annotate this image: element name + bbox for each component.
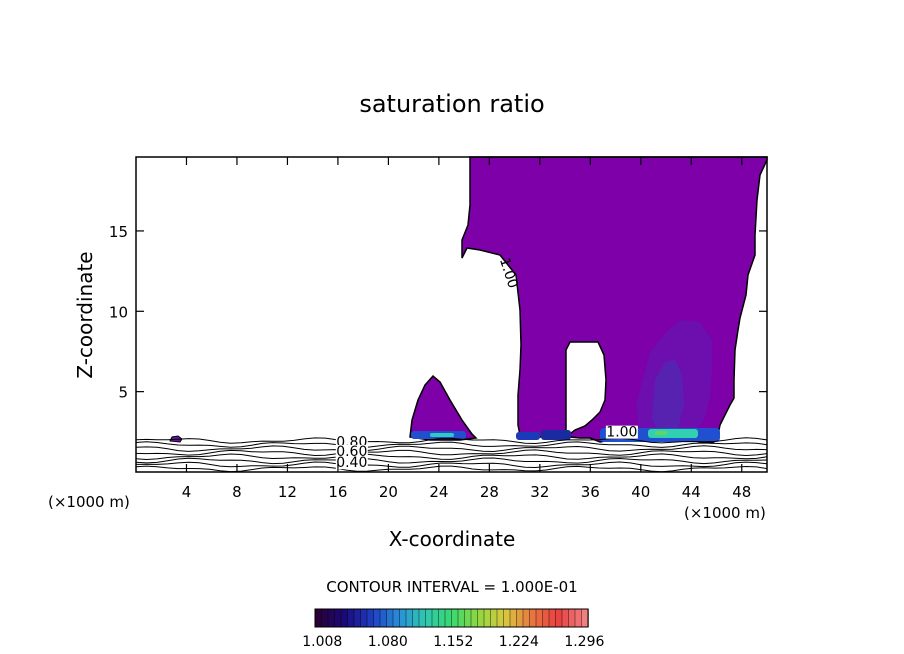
colorbar-cell-6 xyxy=(353,608,362,628)
subsaturated-contour-lines xyxy=(135,437,768,473)
clear-channel xyxy=(565,341,607,439)
colorbar-cell-7 xyxy=(360,608,368,628)
x-tick-label-4: 20 xyxy=(379,483,398,501)
x-tick-label-9: 40 xyxy=(631,483,650,501)
x-unit-right: (×1000 m) xyxy=(684,504,766,522)
x-tick-label-8: 36 xyxy=(581,483,600,501)
colorbar-frame xyxy=(314,608,589,628)
colorbar-cell-10 xyxy=(379,608,388,628)
colorbar-cell-30 xyxy=(509,608,518,628)
y-axis-label: Z-coordinate xyxy=(73,251,97,378)
contour-line-6 xyxy=(135,461,768,469)
colorbar-cell-22 xyxy=(457,608,466,628)
colorbar-cell-19 xyxy=(438,608,446,628)
y-tick-label-1: 10 xyxy=(109,303,128,321)
contour-label-bg-1 xyxy=(335,444,368,458)
colorbar-cell-23 xyxy=(464,608,472,628)
contour-label-bg-2 xyxy=(335,456,368,470)
contour-label-1: 0.60 xyxy=(336,444,367,460)
x-axis-ticks: 4 8 12 16 20 24 28 32 36 40 44 48 xyxy=(182,157,751,501)
y-axis-ticks: 5 10 15 xyxy=(109,223,767,402)
colorbar-cell-18 xyxy=(431,608,440,628)
x-tick-label-0: 4 xyxy=(182,483,192,501)
x-tick-label-10: 44 xyxy=(682,483,701,501)
colorbar-label-3: 1.224 xyxy=(499,634,539,650)
colorbar-cell-20 xyxy=(444,608,453,628)
band-mid-1 xyxy=(516,432,540,440)
colorbar-cell-9 xyxy=(373,608,381,628)
contour-line-4 xyxy=(135,453,768,461)
colorbar-cell-5 xyxy=(347,608,355,628)
colorbar-cell-17 xyxy=(425,608,433,628)
contour-label-2: 0.40 xyxy=(336,455,367,471)
colorbar-cell-27 xyxy=(490,608,498,628)
x-axis-label: X-coordinate xyxy=(389,527,516,551)
chart-title: saturation ratio xyxy=(359,90,544,118)
densest-core-fill xyxy=(652,360,684,432)
colorbar-cell-0 xyxy=(314,608,323,628)
x-tick-label-2: 12 xyxy=(278,483,297,501)
colorbar xyxy=(314,608,589,628)
x-unit-left: (×1000 m) xyxy=(48,493,130,511)
colorbar-cell-11 xyxy=(386,608,394,628)
colorbar-cell-32 xyxy=(522,608,531,628)
band-right-green xyxy=(655,431,667,435)
colorbar-cell-4 xyxy=(340,608,349,628)
colorbar-cell-28 xyxy=(496,608,505,628)
colorbar-cell-37 xyxy=(555,608,563,628)
colorbar-cell-21 xyxy=(451,608,459,628)
colorbar-cell-25 xyxy=(477,608,485,628)
x-tick-label-3: 16 xyxy=(328,483,347,501)
colorbar-cell-41 xyxy=(581,608,589,628)
colorbar-cell-29 xyxy=(503,608,511,628)
contour-interval-text: CONTOUR INTERVAL = 1.000E-01 xyxy=(326,578,577,596)
colorbar-label-2: 1.152 xyxy=(433,634,473,650)
colorbar-cell-39 xyxy=(568,608,576,628)
contour-label-bg-4 xyxy=(605,425,638,439)
contour-line-5 xyxy=(135,457,768,465)
colorbar-cell-3 xyxy=(334,608,342,628)
y-tick-label-2: 15 xyxy=(109,223,128,241)
x-tick-label-7: 32 xyxy=(530,483,549,501)
x-tick-label-1: 8 xyxy=(232,483,242,501)
colorbar-cell-14 xyxy=(405,608,414,628)
colorbar-label-0: 1.008 xyxy=(302,634,342,650)
colorbar-cell-2 xyxy=(327,608,336,628)
contour-line-2 xyxy=(135,445,768,453)
x-tick-label-5: 24 xyxy=(429,483,448,501)
contour-line-0 xyxy=(135,437,768,445)
main-plume-fill xyxy=(461,156,768,444)
x-tick-label-6: 28 xyxy=(480,483,499,501)
colorbar-cell-15 xyxy=(412,608,420,628)
colorbar-cell-24 xyxy=(470,608,479,628)
saturation-fill-regions xyxy=(169,156,768,444)
plot-frame xyxy=(135,156,768,473)
mound-fill xyxy=(409,374,478,441)
band-mid-2 xyxy=(541,430,571,440)
colorbar-cell-1 xyxy=(321,608,329,628)
colorbar-cell-31 xyxy=(516,608,524,628)
contour-line-1 xyxy=(135,441,768,448)
colorbar-cell-13 xyxy=(399,608,407,628)
x-tick-label-11: 48 xyxy=(732,483,751,501)
contour-line-3 xyxy=(135,449,768,457)
colorbar-cell-8 xyxy=(366,608,375,628)
colorbar-label-4: 1.296 xyxy=(564,634,604,650)
y-tick-label-0: 5 xyxy=(118,384,128,402)
colorbar-cell-38 xyxy=(561,608,570,628)
colorbar-cell-40 xyxy=(574,608,583,628)
colorbar-tick-labels: 1.008 1.080 1.152 1.224 1.296 xyxy=(302,634,604,650)
colorbar-label-1: 1.080 xyxy=(368,634,408,650)
colorbar-cell-35 xyxy=(542,608,550,628)
contour-label-4: 1.00 xyxy=(606,425,637,441)
band-mound-cyan xyxy=(430,433,454,437)
colorbar-cell-16 xyxy=(418,608,427,628)
colorbar-cell-12 xyxy=(392,608,401,628)
colorbar-cell-34 xyxy=(535,608,544,628)
colorbar-cell-33 xyxy=(529,608,537,628)
colorbar-cell-26 xyxy=(483,608,492,628)
colorbar-cell-36 xyxy=(548,608,557,628)
